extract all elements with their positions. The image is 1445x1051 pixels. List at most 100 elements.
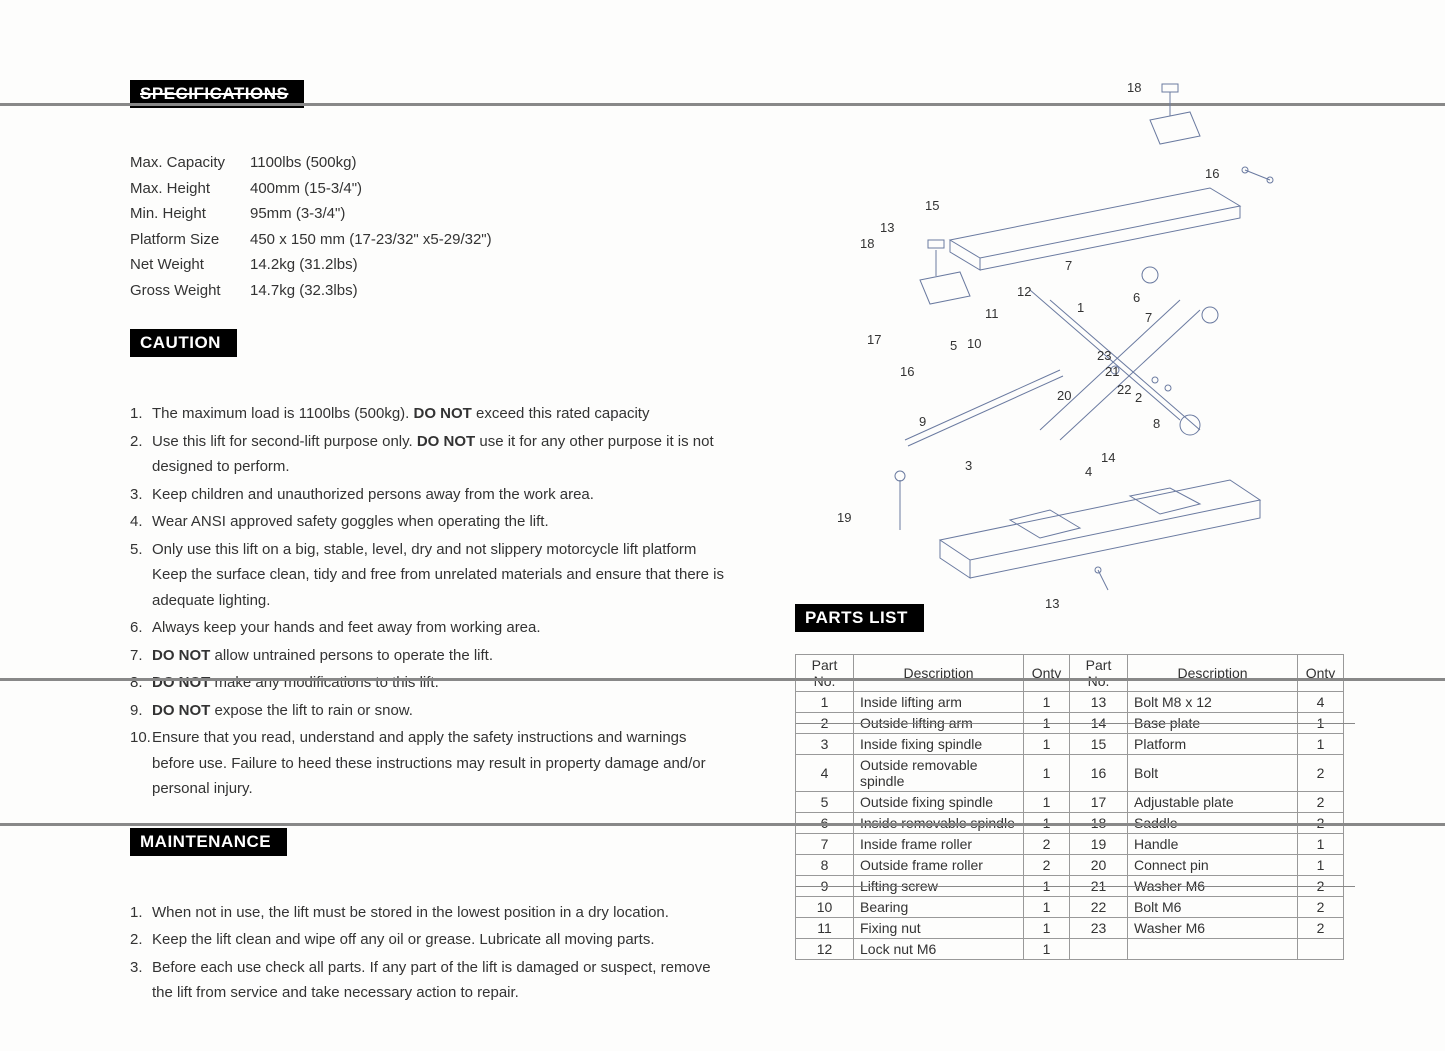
diagram-callout: 18 [1127,80,1141,95]
spec-row: Min. Height95mm (3-3/4") [130,201,730,227]
table-cell: Lock nut M6 [854,939,1024,960]
table-row: 12Lock nut M61 [796,939,1355,960]
table-cell: Inside frame roller [854,834,1024,855]
table-cell [1070,939,1128,960]
list-text: Keep the lift clean and wipe off any oil… [152,927,730,953]
specifications-table: Max. Capacity1100lbs (500kg)Max. Height4… [130,150,730,303]
diagram-callout: 2 [1135,390,1142,405]
spec-label: Platform Size [130,227,250,253]
exploded-diagram: 1816151318717121611751023162122220981434… [795,80,1355,610]
diagram-callout: 17 [867,332,881,347]
table-cell: 1 [1298,834,1344,855]
caution-item: 4.Wear ANSI approved safety goggles when… [130,509,730,535]
diagram-callout: 3 [965,458,972,473]
maintenance-item: 1.When not in use, the lift must be stor… [130,900,730,926]
spec-label: Net Weight [130,252,250,278]
diagram-callout: 7 [1145,310,1152,325]
diagram-callout: 16 [1205,166,1219,181]
spec-value: 450 x 150 mm (17-23/32" x5-29/32") [250,227,492,253]
table-row: 5Outside fixing spindle117Adjustable pla… [796,792,1355,813]
table-cell: 14 [1070,713,1128,734]
caution-item: 3.Keep children and unauthorized persons… [130,482,730,508]
diagram-callout: 12 [1017,284,1031,299]
list-text: Always keep your hands and feet away fro… [152,615,730,641]
list-number: 10. [130,725,152,802]
table-cell: 1 [1024,755,1070,792]
diagram-callout: 20 [1057,388,1071,403]
table-cell: 17 [1070,792,1128,813]
spec-value: 1100lbs (500kg) [250,150,356,176]
list-number: 2. [130,429,152,480]
list-number: 1. [130,900,152,926]
horizontal-rule-3 [0,823,1445,826]
diagram-callout: 16 [900,364,914,379]
list-number: 3. [130,482,152,508]
diagram-callout: 6 [1133,290,1140,305]
list-number: 5. [130,537,152,614]
caution-list: 1.The maximum load is 1100lbs (500kg). D… [130,401,730,802]
bold-text: DO NOT [414,405,472,422]
bold-text: DO NOT [152,647,210,664]
diagram-callout: 4 [1085,464,1092,479]
caution-item: 5.Only use this lift on a big, stable, l… [130,537,730,614]
table-cell: 1 [1024,939,1070,960]
right-column: 1816151318717121611751023162122220981434… [795,80,1355,960]
table-cell: 11 [796,918,854,939]
list-number: 1. [130,401,152,427]
list-text: Keep children and unauthorized persons a… [152,482,730,508]
bold-text: DO NOT [417,433,475,450]
table-cell: 1 [1024,876,1070,897]
col-qty-a: Qnty [1024,655,1070,692]
caution-item: 10.Ensure that you read, understand and … [130,725,730,802]
table-row: 10Bearing122Bolt M62 [796,897,1355,918]
parts-header-row: Part No. Description Qnty Part No. Descr… [796,655,1355,692]
diagram-callout: 8 [1153,416,1160,431]
spec-row: Gross Weight14.7kg (32.3lbs) [130,278,730,304]
list-text: Use this lift for second-lift purpose on… [152,429,730,480]
table-cell: 2 [1024,834,1070,855]
table-cell: 1 [796,692,854,713]
table-cell: 15 [1070,734,1128,755]
table-cell: Outside removable spindle [854,755,1024,792]
list-text: Ensure that you read, understand and app… [152,725,730,802]
table-row: 4Outside removable spindle116Bolt2 [796,755,1355,792]
table-cell: Bearing [854,897,1024,918]
table-cell: 1 [1024,734,1070,755]
spec-row: Max. Capacity1100lbs (500kg) [130,150,730,176]
diagram-callout: 21 [1105,364,1119,379]
caution-header: CAUTION [130,329,237,357]
table-cell: 1 [1024,792,1070,813]
table-cell: Fixing nut [854,918,1024,939]
table-cell: Adjustable plate [1128,792,1298,813]
table-cell: 3 [796,734,854,755]
caution-item: 2.Use this lift for second-lift purpose … [130,429,730,480]
table-cell: Outside frame roller [854,855,1024,876]
diagram-callout: 1 [1077,300,1084,315]
list-number: 7. [130,643,152,669]
table-cell: 2 [1298,918,1344,939]
spec-value: 14.7kg (32.3lbs) [250,278,358,304]
diagram-callout: 11 [985,306,999,321]
list-number: 3. [130,955,152,1006]
diagram-callout: 5 [950,338,957,353]
table-cell: 1 [1024,918,1070,939]
spec-label: Max. Capacity [130,150,250,176]
table-cell: Washer M6 [1128,918,1298,939]
spec-value: 400mm (15-3/4") [250,176,362,202]
list-number: 9. [130,698,152,724]
table-cell: 20 [1070,855,1128,876]
spec-label: Min. Height [130,201,250,227]
table-cell: Inside lifting arm [854,692,1024,713]
spec-row: Platform Size450 x 150 mm (17-23/32" x5-… [130,227,730,253]
table-cell: 8 [796,855,854,876]
col-partno-a: Part No. [796,655,854,692]
list-number: 6. [130,615,152,641]
diagram-callout: 10 [967,336,981,351]
table-cell: 2 [1298,792,1344,813]
diagram-callout: 22 [1117,382,1131,397]
bold-text: DO NOT [152,674,210,691]
spec-row: Net Weight14.2kg (31.2lbs) [130,252,730,278]
caution-item: 1.The maximum load is 1100lbs (500kg). D… [130,401,730,427]
table-cell: 1 [1298,713,1344,734]
diagram-callout: 14 [1101,450,1115,465]
